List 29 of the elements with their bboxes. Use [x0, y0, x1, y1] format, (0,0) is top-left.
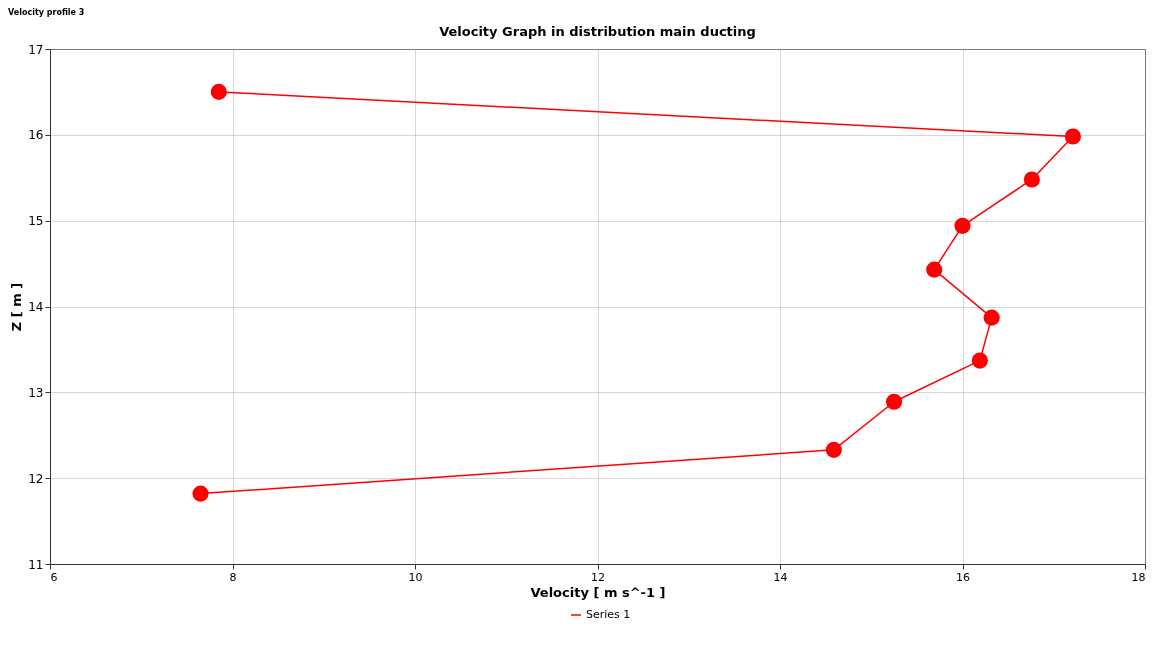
x-tick-label: 12 — [591, 570, 605, 584]
x-tick-label: 10 — [408, 570, 423, 584]
point — [983, 309, 1000, 326]
point — [1023, 171, 1040, 188]
point — [926, 261, 943, 278]
point — [954, 217, 971, 234]
y-tick-label: 12 — [28, 471, 44, 486]
y-tick-label: 14 — [28, 300, 44, 314]
legend-label: Series 1 — [586, 608, 631, 621]
x-axis-title: Velocity [ m s^-1 ] — [530, 584, 666, 600]
y-tick-label: 16 — [28, 128, 44, 143]
point — [192, 485, 209, 502]
point — [886, 393, 903, 410]
y-tick-label: 13 — [28, 385, 44, 400]
point — [210, 83, 227, 100]
y-tick-label: 11 — [28, 557, 44, 572]
x-tick-label: 8 — [229, 570, 237, 584]
y-tick-label: 17 — [28, 42, 44, 57]
chart-title: Velocity profile 3 — [8, 8, 85, 17]
y-axis-title: Z [ m ] — [9, 282, 25, 332]
x-tick-label: 16 — [956, 570, 970, 584]
x-tick-label: 18 — [1131, 570, 1146, 584]
point — [825, 441, 842, 458]
chart-subtitle: Velocity Graph in distribution main ducting — [439, 24, 756, 39]
x-tick-label: 14 — [773, 570, 788, 584]
point — [971, 352, 988, 369]
point — [1064, 128, 1081, 145]
y-tick-label: 15 — [28, 214, 44, 229]
x-tick-label: 6 — [50, 570, 58, 584]
